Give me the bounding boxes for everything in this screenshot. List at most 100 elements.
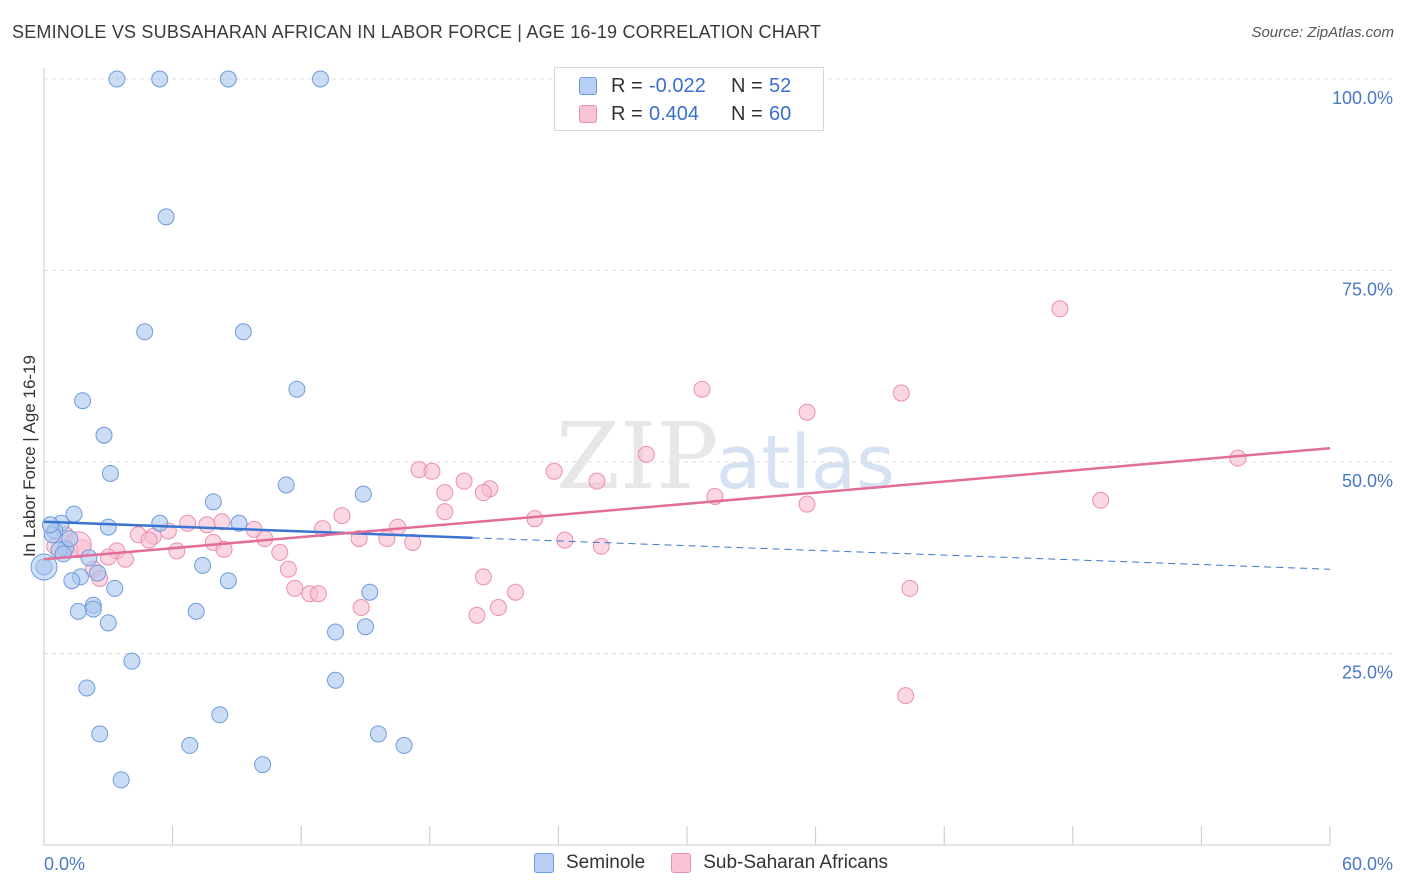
data-point — [99, 614, 117, 632]
data-point — [101, 464, 119, 482]
chart-title: SEMINOLE VS SUBSAHARAN AFRICAN IN LABOR … — [12, 22, 822, 42]
data-point — [69, 602, 87, 620]
data-point — [151, 70, 169, 88]
y-tick-label: 50.0% — [1342, 471, 1393, 491]
data-point — [89, 564, 107, 582]
data-point — [436, 484, 454, 502]
data-point — [136, 323, 154, 341]
series-swatch-subsaharan — [671, 853, 692, 873]
data-point — [277, 476, 295, 494]
legend-row-seminole: R = -0.022 N = 52 — [579, 73, 791, 99]
data-point — [95, 426, 113, 444]
legend-row-subsaharan: R = 0.404 N = 60 — [579, 101, 791, 127]
series-label-subsaharan: Sub-Saharan Africans — [703, 852, 889, 873]
data-point — [1092, 491, 1110, 509]
legend-swatch-subsaharan — [579, 105, 597, 123]
series-label-seminole: Seminole — [566, 852, 646, 873]
data-point — [326, 671, 344, 689]
series-legend-seminole[interactable]: Seminole — [534, 852, 645, 874]
data-point — [588, 472, 606, 490]
data-point — [63, 572, 81, 590]
legend-swatch-seminole — [579, 77, 597, 95]
data-point — [211, 706, 229, 724]
series-legend-subsaharan[interactable]: Sub-Saharan Africans — [671, 852, 888, 874]
data-point — [436, 503, 454, 521]
series-legend: Seminole Sub-Saharan Africans — [534, 852, 914, 874]
legend-r-label: R = — [611, 74, 643, 97]
data-point — [168, 542, 186, 560]
watermark-atlas: atlas — [716, 420, 895, 506]
series-swatch-seminole — [534, 853, 554, 873]
data-point — [352, 599, 370, 617]
data-point — [526, 510, 544, 528]
data-point — [187, 602, 205, 620]
data-point — [234, 323, 252, 341]
data-point — [326, 623, 344, 641]
data-point — [286, 579, 304, 597]
y-tick-label: 25.0% — [1342, 663, 1393, 683]
data-point — [219, 572, 237, 590]
data-point — [151, 514, 169, 532]
source-label: Source: ZipAtlas.com — [1251, 24, 1394, 41]
data-point — [333, 507, 351, 525]
data-point — [311, 70, 329, 88]
data-point — [637, 445, 655, 463]
data-point — [99, 518, 117, 536]
data-point — [61, 530, 79, 548]
data-point — [357, 618, 374, 636]
data-point — [892, 384, 910, 402]
data-point — [798, 495, 816, 513]
y-axis-title: In Labor Force | Age 16-19 — [20, 355, 39, 557]
y-tick-label: 75.0% — [1342, 280, 1393, 300]
data-point — [354, 485, 372, 503]
data-point — [230, 514, 248, 532]
trend-line-seminole-projection — [472, 537, 1331, 570]
legend-n-label: N = — [731, 102, 763, 125]
data-point — [507, 583, 525, 601]
data-point — [369, 725, 387, 743]
axes: 0.0% 60.0% — [43, 68, 1393, 874]
data-point — [112, 771, 130, 789]
data-point — [140, 531, 158, 549]
data-point — [798, 403, 816, 421]
data-point — [1229, 449, 1247, 467]
data-point — [78, 679, 96, 697]
data-point — [468, 606, 486, 624]
y-tick-label: 100.0% — [1332, 88, 1393, 108]
legend-r-value: -0.022 — [649, 74, 706, 97]
data-point — [395, 736, 413, 754]
data-point — [423, 462, 441, 480]
data-point — [54, 545, 72, 563]
legend-n-value: 60 — [769, 102, 792, 125]
series-seminole-points — [30, 70, 413, 789]
data-point — [545, 462, 563, 480]
data-point — [271, 543, 289, 561]
data-point — [288, 380, 306, 398]
watermark: ZIP atlas — [556, 403, 895, 510]
trend-line-subsaharan — [43, 446, 1331, 561]
legend-r-label: R = — [611, 102, 643, 125]
data-point — [74, 392, 92, 410]
data-point — [361, 583, 379, 601]
data-point — [41, 516, 59, 534]
data-point — [219, 70, 237, 88]
data-point — [198, 516, 216, 534]
data-point — [91, 725, 109, 743]
data-point — [106, 579, 124, 597]
data-point — [157, 208, 175, 226]
data-point-large — [30, 553, 58, 581]
data-point — [254, 756, 272, 774]
gridlines: 25.0% 50.0% 75.0% 100.0% — [44, 78, 1394, 683]
data-point — [474, 568, 492, 586]
data-point — [309, 585, 327, 603]
data-point — [179, 514, 197, 532]
data-point — [99, 548, 117, 566]
watermark-zip: ZIP — [556, 403, 718, 510]
data-point — [897, 687, 915, 705]
data-point — [474, 484, 492, 502]
data-point — [204, 493, 222, 511]
data-point — [556, 531, 574, 549]
data-point — [489, 599, 507, 617]
data-point — [84, 600, 102, 618]
